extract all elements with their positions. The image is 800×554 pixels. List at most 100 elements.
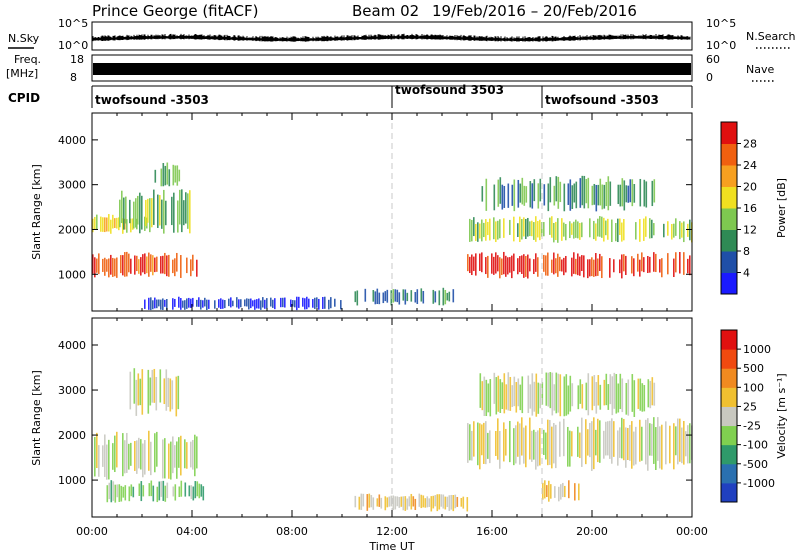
nsky-trace: [92, 33, 691, 42]
echo-cell: [639, 178, 642, 207]
echo-cell: [603, 184, 606, 209]
echo-cell: [557, 253, 559, 277]
echo-cell: [633, 431, 635, 466]
echo-cell: [559, 181, 562, 203]
echo-cell: [164, 299, 166, 307]
echo-cell: [168, 169, 171, 187]
echo-cell: [418, 493, 421, 507]
echo-cell: [591, 376, 594, 411]
echo-cell: [104, 434, 106, 477]
echo-cell: [151, 369, 154, 403]
echo-cell: [232, 300, 234, 307]
echo-cell: [542, 482, 544, 500]
echo-cell: [635, 222, 637, 240]
echo-cell: [559, 374, 562, 417]
colorbar-swatch: [721, 208, 737, 230]
echo-cell: [258, 298, 260, 309]
echo-cell: [503, 373, 506, 414]
echo-cell: [469, 218, 471, 242]
echo-cell: [535, 431, 537, 470]
echo-cell: [456, 496, 459, 507]
echo-cell: [685, 431, 687, 457]
echo-cell: [362, 493, 365, 507]
echo-cell: [144, 440, 146, 475]
echo-cell: [140, 257, 142, 276]
echo-cell: [565, 223, 567, 241]
echo-cell: [521, 177, 524, 205]
echo-cell: [621, 178, 624, 207]
echo-cell: [497, 375, 500, 412]
echo-cell: [563, 376, 566, 417]
freq-unit: [MHz]: [6, 67, 38, 80]
echo-cell: [537, 221, 539, 238]
echo-cell: [493, 372, 496, 404]
echo-cell: [481, 381, 484, 411]
echo-cell: [471, 219, 473, 242]
echo-cell: [304, 298, 306, 310]
echo-cell: [605, 220, 607, 236]
echo-cell: [527, 217, 529, 237]
echo-cell: [438, 494, 441, 510]
echo-cell: [144, 253, 146, 275]
echo-cell: [166, 255, 168, 277]
echo-cell: [171, 196, 173, 226]
echo-cell: [495, 377, 498, 415]
echo-cell: [169, 378, 172, 412]
colorbar-tick-label: 500: [743, 362, 764, 375]
echo-cell: [555, 424, 557, 469]
echo-cell: [619, 218, 621, 236]
echo-cell: [675, 426, 677, 456]
echo-cell: [238, 299, 240, 309]
echo-cell: [160, 256, 162, 274]
echo-cell: [140, 439, 142, 470]
echo-cell: [545, 432, 547, 460]
echo-cell: [125, 196, 127, 224]
echo-cell: [563, 418, 565, 457]
colorbar-tick-label: 4: [743, 267, 750, 280]
xtick-label: 04:00: [176, 525, 208, 538]
echo-cell: [172, 486, 175, 497]
echo-cell: [559, 421, 561, 457]
echo-cell: [581, 222, 583, 238]
echo-cell: [192, 439, 194, 470]
echo-cell: [563, 222, 565, 237]
echo-cell: [392, 495, 395, 511]
echo-cell: [521, 376, 524, 414]
echo-cell: [112, 214, 114, 229]
echo-cell: [354, 495, 357, 508]
echo-cell: [110, 254, 112, 275]
echo-cell: [485, 421, 487, 465]
echo-cell: [651, 423, 653, 456]
echo-cell: [497, 179, 500, 207]
echo-cell: [272, 299, 274, 308]
echo-cell: [386, 497, 389, 508]
echo-cell: [619, 373, 622, 410]
echo-cell: [137, 373, 140, 406]
echo-cell: [595, 382, 598, 414]
echo-cell: [649, 380, 652, 409]
echo-cell: [547, 419, 549, 466]
echo-cell: [152, 300, 154, 310]
echo-cell: [575, 219, 577, 238]
echo-cell: [130, 218, 132, 233]
echo-cell: [262, 297, 264, 308]
echo-cell: [290, 299, 292, 307]
echo-cell: [100, 216, 102, 232]
echo-cell: [129, 371, 132, 410]
echo-cell: [128, 443, 130, 470]
echo-cell: [651, 180, 654, 207]
echo-cell: [434, 291, 437, 303]
echo-cell: [126, 219, 128, 233]
echo-cell: [180, 480, 183, 497]
echo-cell: [509, 257, 511, 273]
echo-cell: [140, 481, 143, 502]
echo-cell: [444, 289, 447, 305]
nsky-tick-top: 10^5: [58, 17, 88, 30]
echo-cell: [104, 217, 106, 233]
echo-cell: [194, 434, 196, 477]
echo-cell: [368, 493, 371, 508]
echo-cell: [621, 378, 624, 413]
echo-cell: [165, 369, 168, 411]
echo-cell: [134, 255, 136, 275]
echo-cell: [513, 179, 516, 212]
